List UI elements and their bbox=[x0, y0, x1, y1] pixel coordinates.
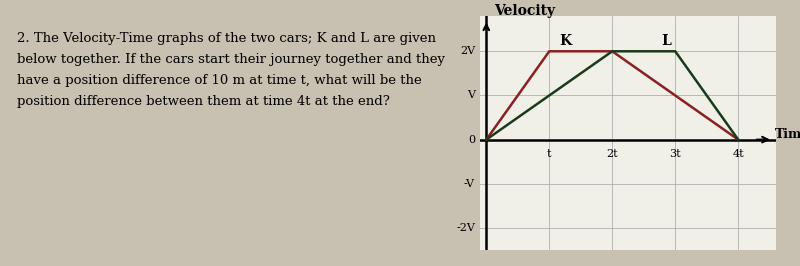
Text: 3t: 3t bbox=[670, 149, 681, 159]
Text: 2t: 2t bbox=[606, 149, 618, 159]
Text: V: V bbox=[467, 90, 475, 101]
Text: 0: 0 bbox=[468, 135, 475, 145]
Text: K: K bbox=[559, 34, 571, 48]
Text: 2. The Velocity-Time graphs of the two cars; K and L are given
below together. I: 2. The Velocity-Time graphs of the two c… bbox=[17, 32, 445, 108]
Text: -2V: -2V bbox=[456, 223, 475, 233]
Text: 2V: 2V bbox=[460, 46, 475, 56]
Text: t: t bbox=[547, 149, 551, 159]
Text: -V: -V bbox=[464, 179, 475, 189]
Text: Velocity: Velocity bbox=[494, 4, 555, 18]
Text: 4t: 4t bbox=[733, 149, 744, 159]
Text: L: L bbox=[661, 34, 670, 48]
Text: Time: Time bbox=[774, 128, 800, 141]
